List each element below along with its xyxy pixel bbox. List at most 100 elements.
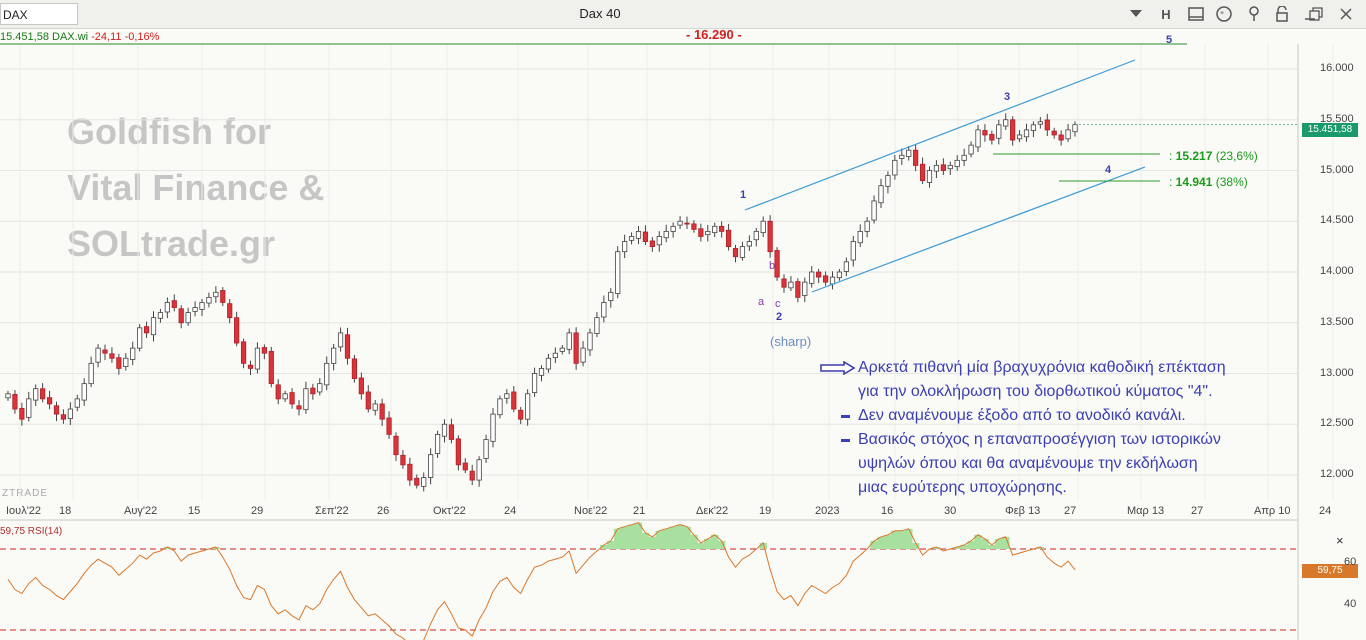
candle [906,149,912,157]
x-tick-label: 30 [944,505,957,517]
info-name: DAX.wi [52,31,89,43]
candle [566,332,572,350]
candle [199,302,205,310]
candle [628,236,635,241]
candle [164,302,170,313]
candle [989,133,995,141]
chevron-down-icon[interactable] [1126,4,1146,24]
x-tick-label: 26 [377,505,390,517]
candle [81,383,87,401]
fib-level-38: : 14.941 (38%) [1169,175,1248,189]
candle [497,398,503,416]
candle [511,391,517,410]
x-tick-label: Αυγ'22 [124,505,158,517]
candle [961,154,967,161]
x-tick-label: 27 [1191,505,1204,517]
candle [829,276,836,285]
arrow-icon [820,361,856,375]
candle [836,271,843,279]
last-price-tag: 15.451,58 [1302,123,1358,137]
chart-title: Dax 40 [579,6,621,21]
y-tick-label: 14.500 [1320,214,1354,227]
candle [227,303,233,319]
candle [310,387,316,395]
candle [428,454,434,478]
candle [802,281,808,296]
candle [774,250,780,278]
y-tick-label: 14.000 [1320,265,1354,277]
candle [1030,124,1037,131]
close-icon[interactable] [1336,4,1356,24]
candle [954,159,960,168]
candle [490,413,496,442]
bullet-icon [841,439,850,442]
candle [601,302,607,318]
y-tick-label: 12.000 [1320,468,1354,480]
candle [289,392,295,405]
window-icon[interactable] [1186,4,1206,24]
candle [608,291,614,302]
candle [809,271,815,284]
y-tick-label: 13.500 [1320,315,1354,328]
candle [739,246,746,258]
x-tick-label: 2023 [815,505,840,517]
wave-label-2: 2 [776,311,783,323]
candle [857,230,863,244]
fib-level-23: : 15.217 (23,6%) [1169,149,1258,163]
wave-label-b: b [769,260,776,272]
wave-label-c: c [775,298,781,310]
candle [656,236,662,246]
note-bullet-row: Δεν αναμένουμε έξοδο από το ανοδικό κανά… [841,404,1328,428]
chat-icon[interactable]: " [1214,4,1234,24]
candle [95,347,101,363]
chart-title-bar: DAX Dax 40 H " [0,0,1366,29]
lock-icon[interactable] [1272,4,1292,24]
candle [649,240,655,248]
pin-icon[interactable] [1244,4,1264,24]
candle [254,347,261,370]
candle [434,433,441,454]
candle [781,278,787,288]
candle [545,357,552,370]
x-tick-label: 21 [633,505,646,517]
channel-lower-line [811,166,1146,293]
rsi-close-icon[interactable]: × [1336,533,1344,548]
watermark-line: Goldfish for [67,111,271,152]
x-tick-label: Νοε'22 [574,505,608,517]
candle [462,462,468,471]
restore-icon[interactable] [1306,4,1326,24]
h-button[interactable]: H [1161,6,1171,22]
candle [1023,129,1030,138]
candle [1016,134,1023,140]
candle [324,362,330,386]
candle [975,129,981,148]
candle [116,357,122,369]
sharp-label: (sharp) [770,334,812,349]
candle [400,454,406,466]
note-line: υψηλών όπου και θα αναμένουμε την εκδήλω… [858,455,1198,472]
candle [220,290,226,303]
y-tick-label: 12.500 [1320,417,1354,430]
candle [351,358,358,379]
symbol-input[interactable]: DAX [0,3,78,25]
candle [552,352,558,359]
candle [130,347,136,360]
candle [864,220,870,232]
candle [892,159,898,176]
x-tick-label: Μαρ 13 [1127,505,1165,517]
candle [421,477,427,487]
candle [698,228,704,237]
candle [587,332,593,351]
candle [358,377,364,395]
candle [102,349,108,354]
candle [538,368,545,376]
chart-overlays [0,43,1298,293]
x-tick-label: Δεκ'22 [696,505,729,517]
candle [192,307,198,312]
rsi-value-tag: 59,75 [1302,564,1358,578]
bullet-icon [841,415,850,418]
candle [407,463,413,481]
candle [344,334,351,359]
note-line: μιας ευρύτερης υποχώρησης. [858,479,1067,496]
